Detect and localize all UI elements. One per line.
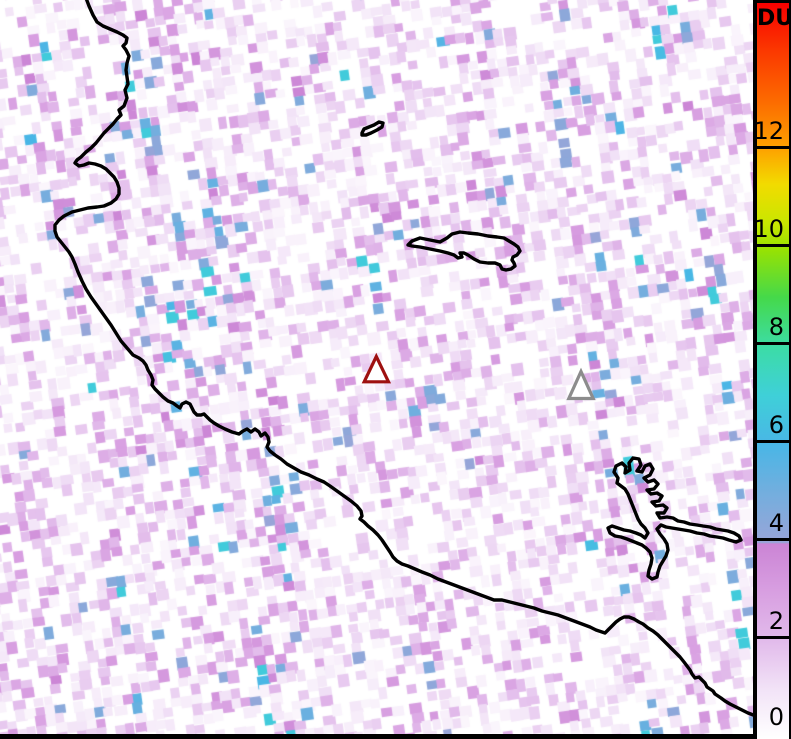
coastline-path: [53, 0, 753, 717]
colorbar-tick-label: 2: [768, 607, 784, 635]
lake-outline: [606, 456, 743, 581]
map-bottom-border: [0, 734, 791, 739]
islet-outline: [360, 120, 385, 137]
colorbar-tick-label: 6: [768, 411, 784, 439]
colorbar-tick-label: 12: [753, 117, 784, 145]
colorbar-unit-label: DU: [757, 6, 791, 31]
colorbar: 12 10 8 6 4 2 0 DU: [753, 0, 791, 739]
colorbar-tick-label: 4: [768, 509, 784, 537]
colorbar-tick-line: [757, 636, 789, 639]
map-overlay: [53, 0, 753, 717]
colorbar-tick-line: [757, 440, 789, 443]
colorbar-tick-line: [757, 146, 789, 149]
island-outline: [406, 230, 522, 272]
colorbar-tick-label: 10: [753, 215, 784, 243]
colorbar-gradient: [757, 3, 789, 739]
colorbar-ticks: 12 10 8 6 4 2 0: [753, 3, 789, 739]
red-triangle-marker: [361, 352, 392, 384]
colorbar-tick-line: [757, 244, 789, 247]
colorbar-tick-label: 8: [768, 313, 784, 341]
gray-triangle-marker: [566, 367, 596, 401]
colorbar-tick-line: [757, 342, 789, 345]
colorbar-tick-line: [757, 538, 789, 541]
colorbar-tick-label: 0: [768, 703, 784, 731]
